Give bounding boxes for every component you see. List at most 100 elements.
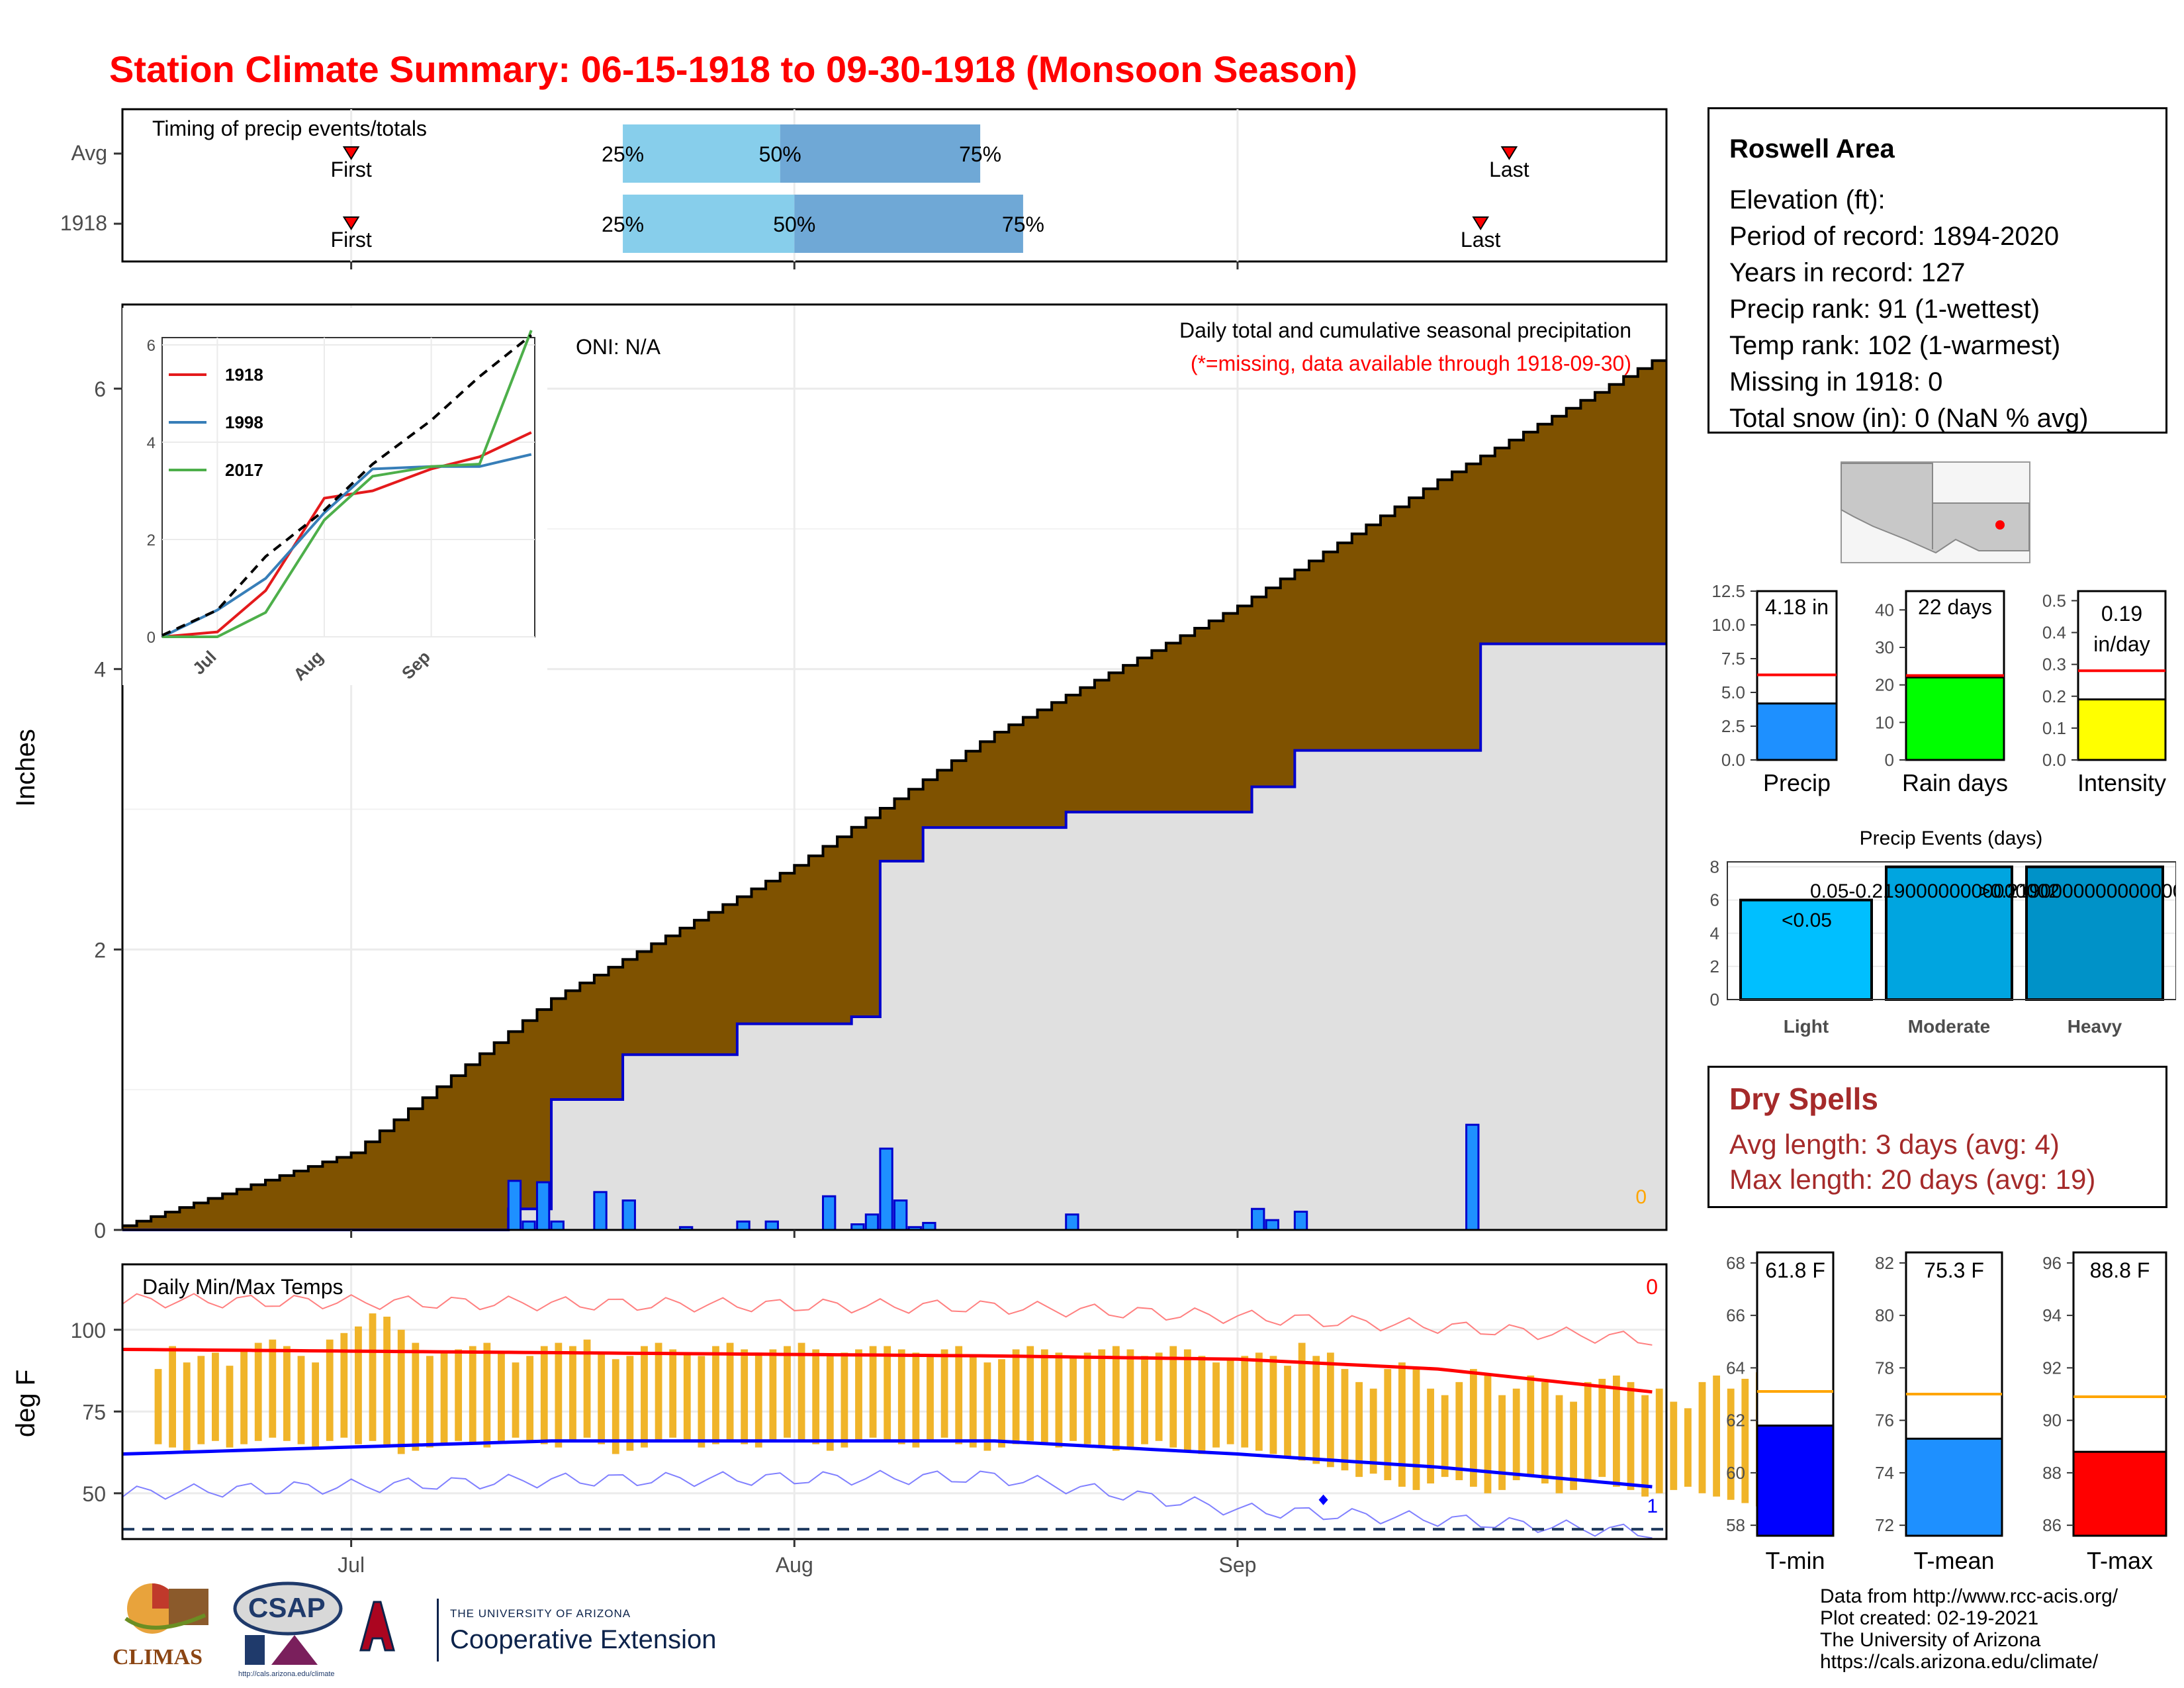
daily-temp-range-bar xyxy=(583,1339,591,1438)
station-info-box: Roswell Area Elevation (ft): Period of r… xyxy=(1707,107,2167,434)
summary-bar-label: Precip xyxy=(1763,769,1831,796)
page-title: Station Climate Summary: 06-15-1918 to 0… xyxy=(109,48,1357,90)
summary-y-tick-label: 7.5 xyxy=(1721,649,1745,669)
events-value-label: 0.05-0.21900000000000002 xyxy=(1810,880,2060,902)
daily-temp-range-bar xyxy=(1469,1369,1477,1487)
daily-temp-range-bar xyxy=(1441,1395,1449,1477)
daily-temp-range-bar xyxy=(927,1356,934,1441)
station-temp-rank: Temp rank: 102 (1-warmest) xyxy=(1729,331,2061,360)
daily-precip-bar xyxy=(507,1180,522,1231)
dry-spells-avg: Avg length: 3 days (avg: 4) xyxy=(1729,1129,2060,1160)
daily-temp-range-bar xyxy=(283,1346,291,1441)
daily-temp-range-bar xyxy=(1484,1375,1492,1493)
daily-temp-range-bar xyxy=(1612,1375,1620,1487)
summary-y-tick-label: 5.0 xyxy=(1721,682,1745,702)
temp-summary-label: T-max xyxy=(2087,1547,2153,1574)
footer-credits: Data from http://www.rcc-acis.org/ Plot … xyxy=(1820,1585,2118,1673)
csap-logo-icon xyxy=(233,1581,343,1665)
daily-temp-range-bar xyxy=(940,1349,948,1438)
daily-temp-range-bar xyxy=(1212,1362,1220,1448)
daily-temp-range-bar xyxy=(355,1326,362,1444)
summary-y-tick-label: 0.1 xyxy=(2042,718,2066,738)
summary-y-tick-label: 2.5 xyxy=(1721,716,1745,736)
events-category-label: Light xyxy=(1784,1016,1829,1037)
oni-label: ONI: N/A xyxy=(576,335,661,359)
station-elevation: Elevation (ft): xyxy=(1729,185,1886,214)
daily-temp-range-bar xyxy=(397,1329,405,1454)
footer-line: The University of Arizona xyxy=(1820,1629,2041,1651)
temp-summary-y-tick-label: 60 xyxy=(1726,1463,1745,1483)
inset-series-line xyxy=(161,453,532,638)
daily-temp-range-bar xyxy=(1527,1375,1535,1477)
footer-line: https://cals.arizona.edu/climate/ xyxy=(1820,1651,2099,1673)
daily-precip-bar xyxy=(736,1220,751,1231)
daily-precip-bar xyxy=(821,1195,837,1231)
daily-temp-range-bar xyxy=(1155,1352,1163,1441)
precip-y-axis-label: Inches xyxy=(11,729,40,807)
daily-temp-range-bar xyxy=(1655,1388,1663,1493)
daily-temp-range-bar xyxy=(569,1346,576,1441)
daily-precip-bar xyxy=(893,1199,908,1231)
daily-temp-range-bar xyxy=(326,1339,334,1441)
daily-precip-bar xyxy=(1065,1213,1079,1231)
daily-temp-range-bar xyxy=(1369,1388,1377,1474)
daily-temp-range-bar xyxy=(1012,1349,1020,1444)
daily-temp-range-bar xyxy=(641,1346,648,1448)
temp-summary-y-tick-label: 78 xyxy=(1875,1358,1894,1378)
daily-temp-range-bar xyxy=(1026,1346,1034,1441)
daily-temp-range-bar xyxy=(1269,1356,1277,1454)
precip-y-tick-label: 6 xyxy=(94,377,106,401)
daily-temp-range-bar xyxy=(512,1362,520,1438)
timing-bar-q25-q50 xyxy=(623,124,780,183)
daily-precip-bar xyxy=(593,1191,608,1231)
daily-temp-range-bar xyxy=(1183,1349,1191,1451)
daily-temp-range-bar xyxy=(254,1342,262,1441)
temp-summary-y-tick-label: 66 xyxy=(1726,1305,1745,1325)
daily-temp-range-bar xyxy=(1398,1362,1406,1487)
temp-summary-y-tick-label: 96 xyxy=(2042,1253,2062,1273)
avg-min-line xyxy=(122,1439,1653,1489)
timing-pct-label: 75% xyxy=(959,142,1001,166)
daily-temp-range-bar xyxy=(754,1352,762,1448)
summary-2-bar xyxy=(2077,698,2167,761)
daily-temp-range-bar xyxy=(1627,1382,1635,1490)
daily-temp-range-bar xyxy=(669,1349,677,1438)
summary-value-label: 22 days xyxy=(1918,595,1992,619)
summary-y-tick-label: 0.3 xyxy=(2042,655,2066,675)
daily-precip-bar xyxy=(922,1221,936,1231)
daily-temp-range-bar xyxy=(426,1356,433,1448)
daily-temp-range-bar xyxy=(1512,1388,1520,1481)
daily-temp-range-bar xyxy=(1455,1382,1463,1481)
daily-temp-range-bar xyxy=(612,1359,619,1454)
daily-temp-range-bar xyxy=(212,1352,219,1441)
summary-y-tick-label: 0.5 xyxy=(2042,590,2066,610)
daily-temp-range-bar xyxy=(884,1346,891,1441)
daily-temp-range-bar xyxy=(269,1339,277,1438)
ua-divider xyxy=(437,1599,439,1662)
summary-y-tick-label: 0.2 xyxy=(2042,686,2066,706)
daily-precip-bar xyxy=(1293,1210,1308,1231)
timing-row-label: 1918 xyxy=(60,211,107,235)
csap-logo: CSAP http://cals.arizona.edu/climate xyxy=(232,1579,351,1678)
daily-temp-range-bar xyxy=(598,1352,606,1444)
record-max-count: 0 xyxy=(1646,1275,1658,1299)
events-y-tick-label: 2 xyxy=(1710,957,1719,976)
daily-temp-range-bar xyxy=(412,1342,420,1451)
events-category-label: Moderate xyxy=(1908,1016,1990,1037)
daily-temp-range-bar xyxy=(1355,1382,1363,1477)
temp-summary-y-tick-label: 82 xyxy=(1875,1253,1894,1273)
timing-bar-q25-q50 xyxy=(623,195,795,253)
timing-panel-label: Timing of precip events/totals xyxy=(152,117,427,140)
ua-logo xyxy=(357,1599,397,1665)
summary-y-tick-label: 0.0 xyxy=(1721,750,1745,770)
daily-temp-range-bar xyxy=(726,1342,734,1441)
events-y-tick-label: 0 xyxy=(1710,990,1719,1009)
ua-big-text: Cooperative Extension xyxy=(450,1625,717,1654)
precip-note-missing: (*=missing, data available through 1918-… xyxy=(1191,352,1631,375)
daily-temp-range-bar xyxy=(1098,1349,1106,1448)
daily-precip-bar xyxy=(1465,1123,1480,1231)
station-years: Years in record: 127 xyxy=(1729,258,1966,287)
precip-panel-frame xyxy=(121,303,1668,1231)
daily-temp-range-bar xyxy=(183,1362,191,1451)
temp-summary-y-tick-label: 74 xyxy=(1875,1463,1894,1483)
